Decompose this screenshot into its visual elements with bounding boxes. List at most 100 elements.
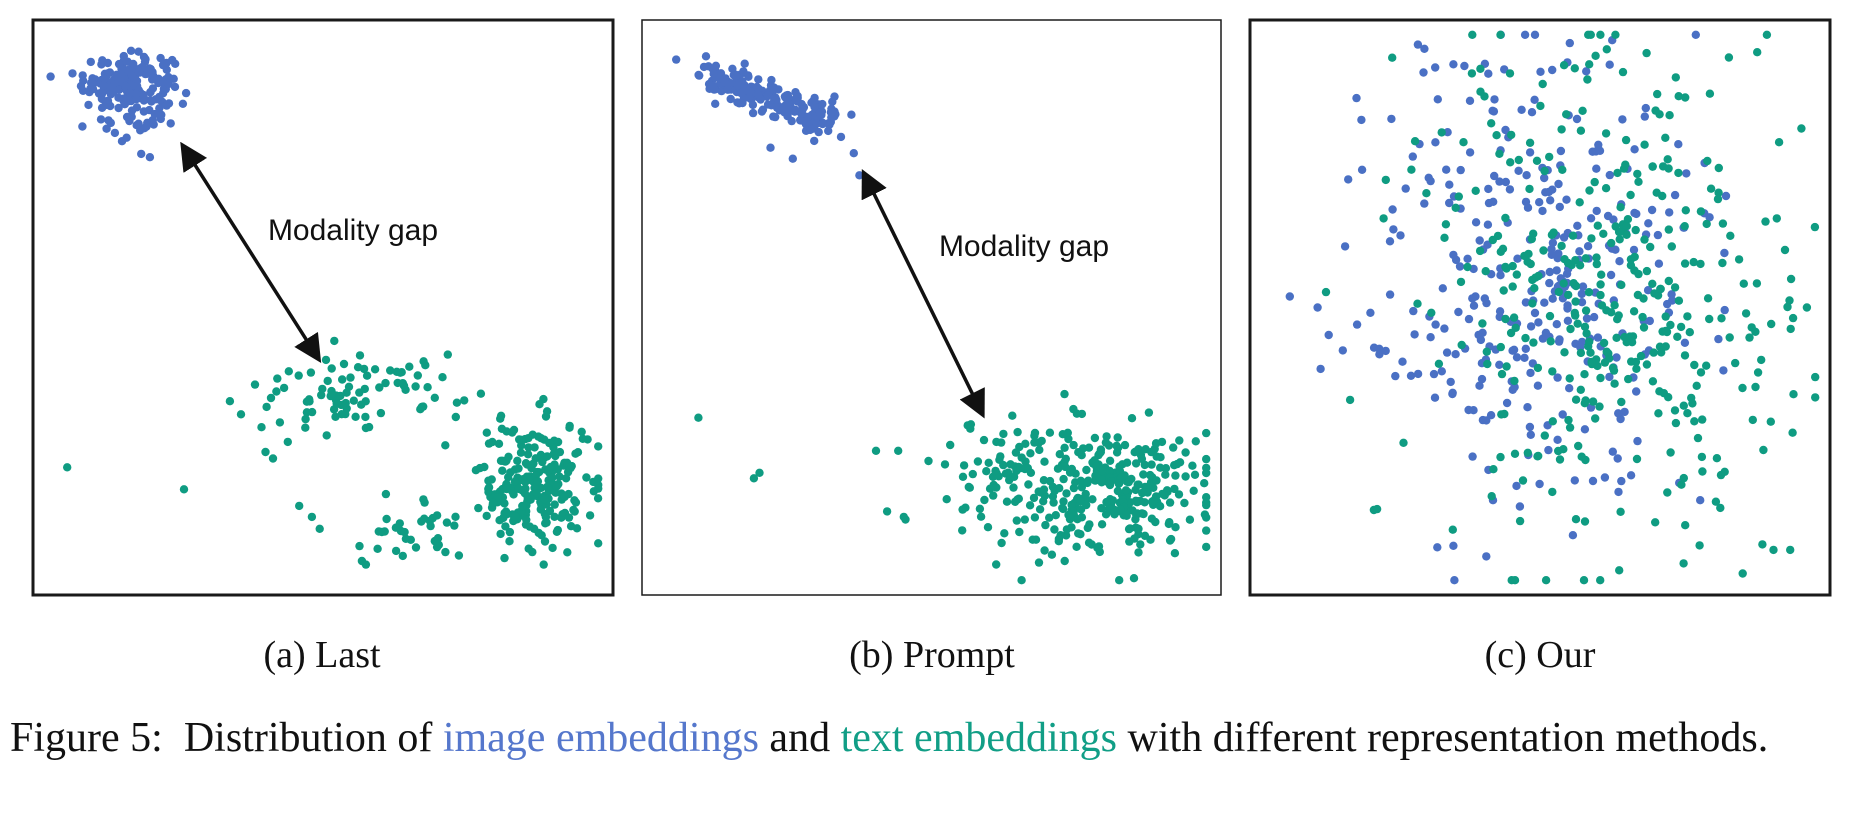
panel-a-text-point [266,393,276,403]
panel-c-text-point [1654,409,1663,418]
panel-a-text-point [295,501,304,511]
panel-a-text-point [323,376,332,386]
panel-c-image-point [1440,324,1449,333]
panel-c-image-point [1316,364,1325,374]
panel-c-image-point [1517,105,1526,115]
panel-b-text-point [1202,454,1211,464]
panel-c-text-point [1482,347,1492,356]
panel-c-text-point [1590,177,1599,187]
panel-a-image-point [139,52,149,62]
panel-c-image-point [1720,305,1729,315]
panel-c-text-point [1512,270,1522,279]
panel-c-image-point [1420,199,1429,208]
panel-c-text-point [1596,576,1605,585]
panel-b-text-point [1047,550,1057,559]
panel-a-text-point [523,450,533,459]
panel-a-text-point [480,462,489,472]
panel-c-image-point [1514,166,1523,175]
panel-c-text-point [1576,385,1586,394]
panel-a-image-point [103,96,113,106]
panel-c-text-point [1758,540,1767,549]
panel-a-image-point [122,112,132,122]
panel-c-text-point [1713,194,1723,204]
panel-c-image-point [1714,334,1723,344]
panel-c-image-point [1541,188,1550,197]
panel-b-image-point [767,75,776,85]
panel-a-text-point [508,428,517,437]
panel-c-text-point [1651,106,1660,115]
panel-a-text-point [327,364,336,373]
panel-a-text-point [524,443,533,452]
panel-c-text-point [1602,45,1612,54]
panel-b-text-point [1202,463,1211,473]
panel-c-image-point [1592,206,1601,216]
panel-c-text-point [1780,245,1790,255]
panel-b-text-point [1113,486,1123,496]
panel-c-text-point [1621,135,1631,145]
panel-a-text-point [301,423,310,432]
panel-c-text-point [1559,279,1568,288]
panel-c-image-point [1520,353,1529,362]
panel-c-text-point [1633,169,1642,179]
panel-c-text-point [1577,452,1586,461]
panel-c-image-point [1513,254,1522,263]
panel-c-text-point [1766,417,1776,426]
panel-c-image-point [1577,289,1587,299]
panel-c-text-point [1666,320,1675,330]
panel-c-text-point [1496,342,1506,352]
panel-c-text-point [1489,465,1498,474]
panel-c-image-point [1475,381,1484,390]
panel-a-text-point [533,477,543,486]
panel-c-image-point [1445,180,1454,189]
panel-b-text-point [1156,463,1165,472]
panel-c-text-point [1661,312,1670,321]
panel-a-text-point [307,512,317,522]
panel-c-text-point [1670,283,1680,292]
panel-b-image-point [824,126,833,136]
panel-a-image-point [102,124,111,133]
panel-c-text-point [1575,198,1584,207]
panel-a-text-point [273,374,282,383]
figure-caption-text-term: text embeddings [840,715,1118,761]
panel-c-image-point [1464,405,1473,415]
panel-c-text-point [1653,89,1662,99]
panel-c-image-point [1340,242,1350,251]
panel-a-text-point [373,544,382,553]
panel-c-image-point [1480,294,1490,303]
panel-c-text-point [1664,225,1674,234]
panel-c-image-point [1410,330,1419,339]
panel-c-image-point [1613,454,1622,463]
panel-a-image-point [155,92,164,102]
panel-c-text-point [1789,390,1798,399]
panel-b-image-point [827,108,836,117]
panel-b-text-point [1134,524,1143,533]
panel-b-text-point [966,424,975,433]
panel-a-image-point [126,46,136,55]
panel-a-text-point [355,541,364,551]
panel-b-image-point [723,85,732,94]
panel-c-text-point [1564,415,1573,425]
panel-c-text-point [1761,217,1770,226]
panel-a-text-point [375,383,384,392]
panel-c-image-point [1501,177,1511,187]
panel-a-text-point [570,507,579,516]
panel-c-image-point [1548,65,1557,75]
panel-a-text-point [594,442,603,451]
panel-a-text-point [413,371,422,380]
panel-b-text-point [882,507,892,516]
panel-b-text-point [1202,428,1211,438]
panel-c-image-point [1324,330,1333,340]
panel-c-text-point [1683,312,1692,321]
panel-b-text-point [1039,476,1049,485]
panel-c-text-point [1759,445,1768,455]
panel-c-image-point [1512,353,1522,362]
panel-a-text-point [510,465,520,474]
panel-b-text-point [1161,470,1170,479]
panel-c-text-point [1514,155,1524,165]
panel-c-image-point [1438,284,1448,293]
panel-a-text-point [396,368,405,377]
panel-b-text-point [1064,510,1073,520]
panel-c-text-point [1631,225,1640,235]
panel-c-text-point [1661,133,1670,142]
panel-c-text-point [1507,576,1516,585]
